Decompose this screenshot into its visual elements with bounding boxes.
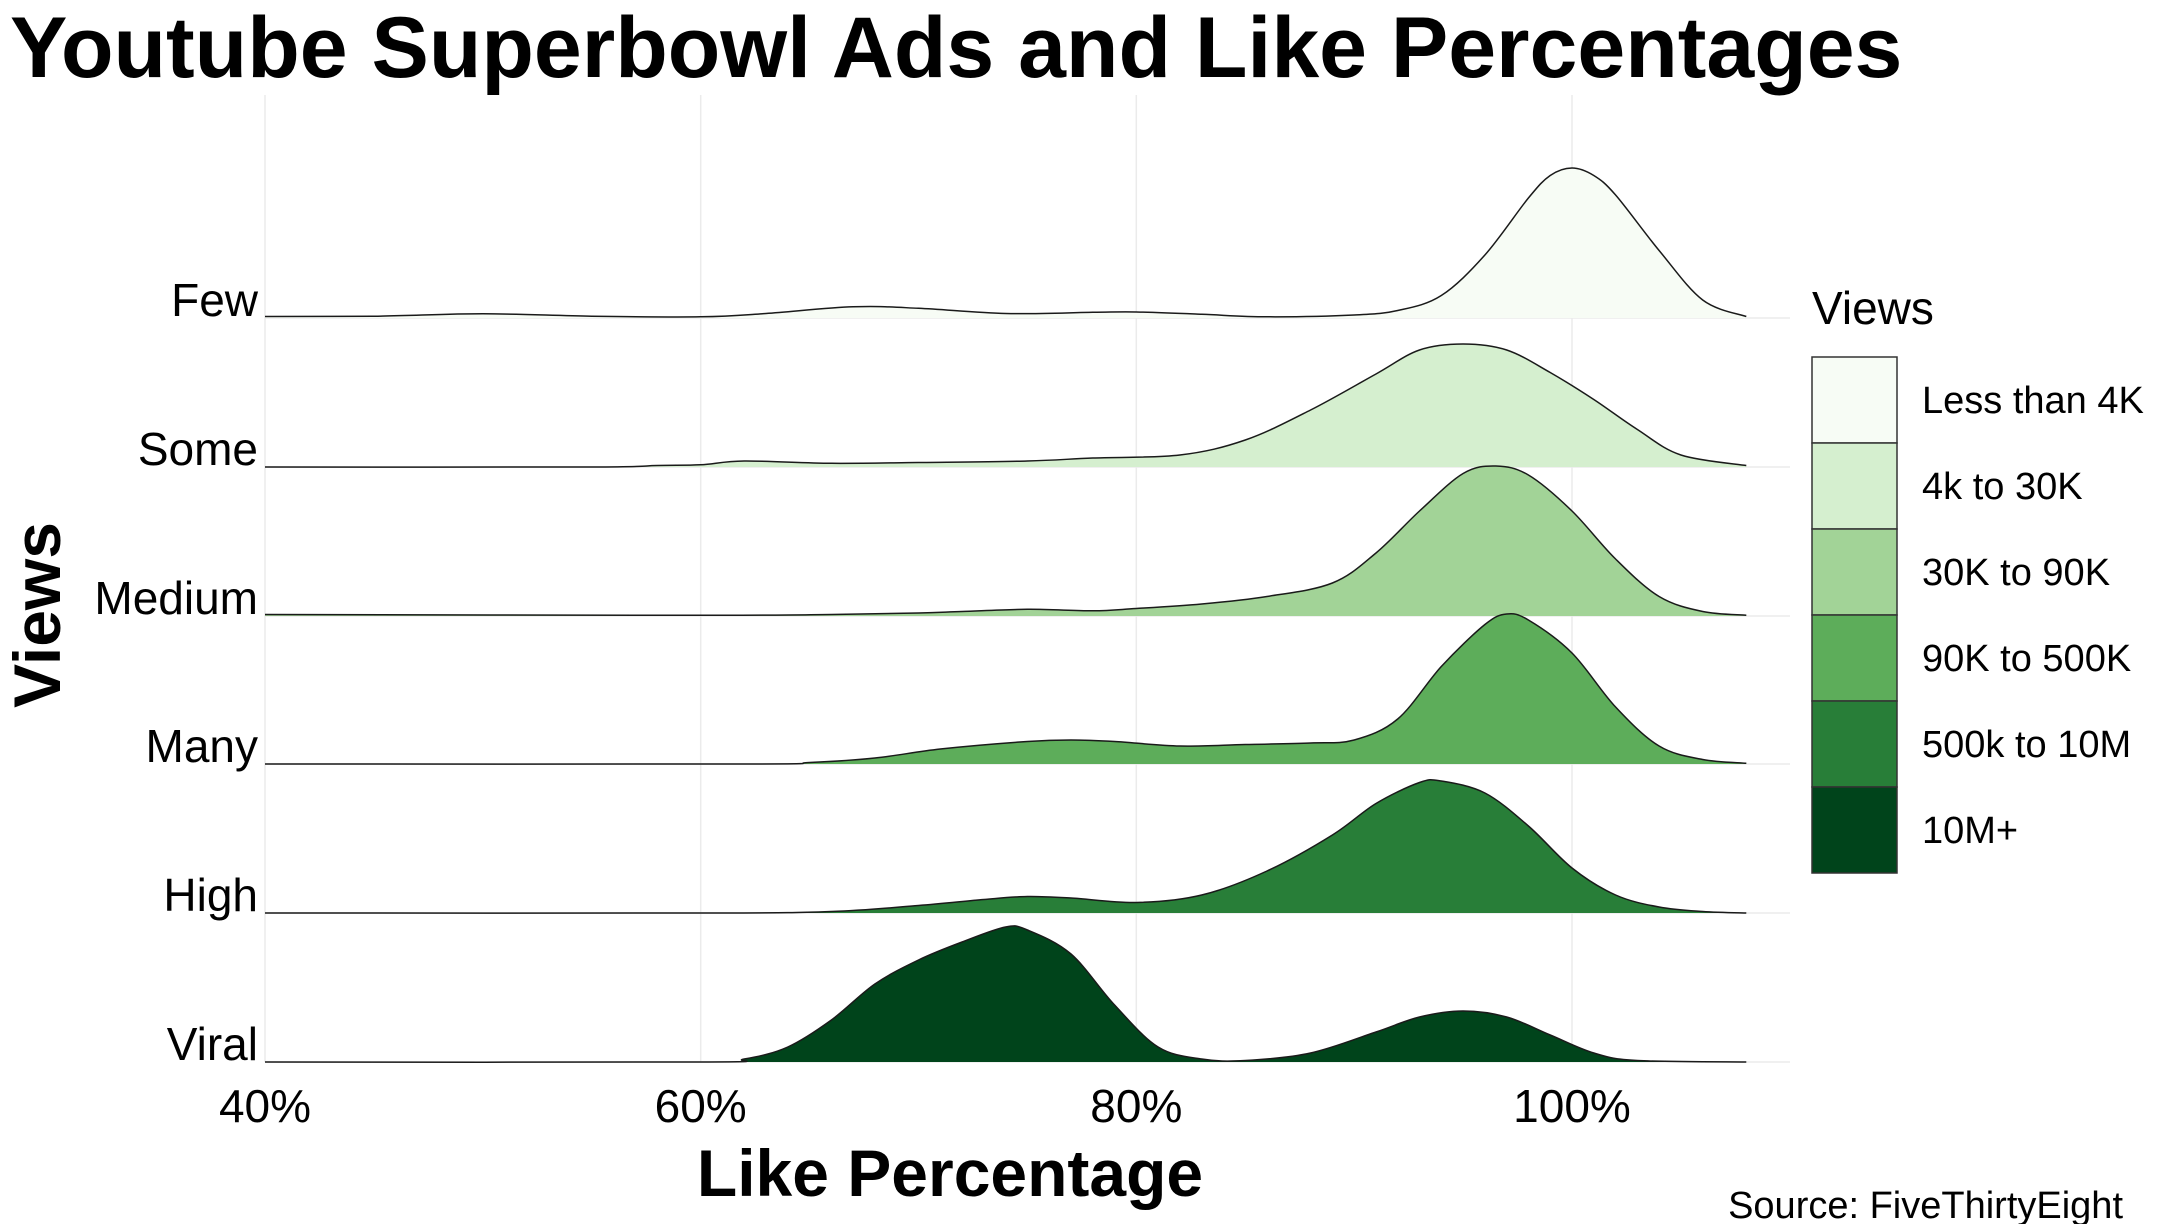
ridge-area-medium	[265, 465, 1747, 616]
ridge-area-few	[265, 168, 1747, 318]
category-label-many: Many	[146, 720, 258, 772]
legend-swatch-5	[1811, 786, 1898, 874]
category-label-some: Some	[138, 423, 258, 475]
legend-label-1: 4k to 30K	[1922, 466, 2083, 508]
x-tick-label-40: 40%	[219, 1080, 311, 1132]
legend: Views Less than 4K 4k to 30K 30K to 90K 90K…	[1811, 282, 2144, 874]
ridge-line-medium	[264, 465, 1747, 617]
legend-swatch-2	[1811, 528, 1898, 616]
legend-label-2: 30K to 90K	[1922, 552, 2110, 594]
legend-label-3: 90K to 500K	[1922, 638, 2131, 680]
x-tick-label-100: 100%	[1513, 1080, 1631, 1132]
ridge-area-many	[265, 613, 1747, 765]
legend-swatch-1	[1811, 442, 1898, 530]
ridge-line-few	[264, 167, 1747, 318]
ridge-line-many	[264, 612, 1747, 765]
x-tick-label-60: 60%	[655, 1080, 747, 1132]
category-labels: Few Some Medium Many High Viral	[94, 274, 258, 1070]
category-label-high: High	[163, 869, 258, 921]
legend-swatch-0	[1811, 356, 1898, 444]
category-label-medium: Medium	[94, 572, 258, 624]
ridge-line-some	[264, 343, 1747, 468]
legend-label-0: Less than 4K	[1922, 380, 2144, 422]
legend-label-5: 10M+	[1922, 810, 2018, 852]
chart-title: Youtube Superbowl Ads and Like Percentag…	[10, 0, 1902, 96]
legend-label-4: 500k to 10M	[1922, 724, 2131, 766]
category-label-few: Few	[171, 274, 259, 326]
x-tick-labels: 40% 60% 80% 100%	[219, 1080, 1631, 1132]
legend-swatch-3	[1811, 614, 1898, 702]
x-tick-label-80: 80%	[1090, 1080, 1182, 1132]
legend-swatch-4	[1811, 700, 1898, 788]
source-caption: Source: FiveThirtyEight	[1728, 1185, 2123, 1224]
legend-title: Views	[1812, 282, 1934, 334]
ridge-line-viral	[264, 925, 1747, 1063]
x-axis-title: Like Percentage	[697, 1136, 1203, 1210]
ridge-area-high	[265, 779, 1747, 914]
ridge-area-some	[265, 344, 1747, 468]
y-axis-title: Views	[0, 522, 74, 708]
ridge-line-high	[264, 778, 1747, 914]
category-label-viral: Viral	[167, 1018, 258, 1070]
ridge-series	[264, 167, 1747, 1063]
ridge-area-viral	[265, 925, 1747, 1063]
